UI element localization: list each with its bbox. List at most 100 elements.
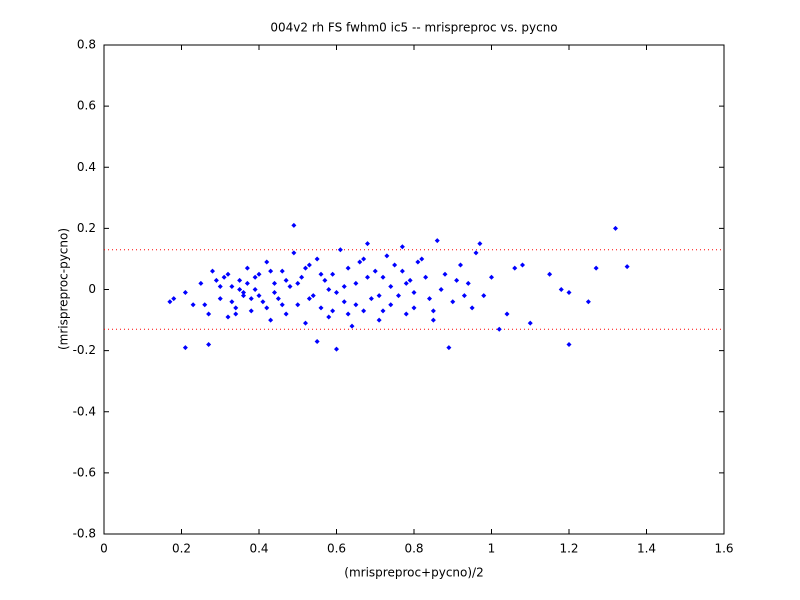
point (388, 302, 394, 308)
point (434, 238, 440, 244)
point (388, 283, 394, 289)
point (217, 296, 223, 302)
point (237, 277, 243, 283)
point (291, 222, 297, 228)
point (244, 265, 250, 271)
point (481, 293, 487, 299)
x-tick-label: 0.8 (404, 542, 423, 556)
point (225, 314, 231, 320)
point (469, 305, 475, 311)
point (353, 280, 359, 286)
point (268, 317, 274, 323)
point (365, 274, 370, 280)
x-tick-label: 0.4 (249, 542, 268, 556)
point (198, 280, 204, 286)
point (206, 311, 212, 317)
point (287, 283, 293, 289)
point (349, 323, 355, 329)
point (477, 241, 483, 247)
point (326, 287, 332, 292)
point (520, 262, 525, 268)
point (593, 265, 599, 271)
x-tick-label: 1.4 (637, 542, 656, 556)
point (357, 259, 363, 265)
point (566, 290, 572, 296)
point (318, 271, 324, 277)
point (430, 317, 436, 323)
point (272, 280, 277, 286)
point (318, 305, 324, 311)
point (403, 280, 409, 286)
point (190, 302, 196, 308)
point (341, 299, 347, 305)
point (527, 320, 533, 326)
point (306, 262, 312, 268)
y-tick-label: -0.6 (73, 465, 96, 479)
point (306, 296, 312, 302)
x-tick-label: 1.2 (559, 542, 578, 556)
point (446, 345, 452, 351)
point (341, 283, 347, 289)
point (442, 271, 448, 277)
point (337, 247, 343, 253)
point (291, 250, 297, 256)
point (295, 280, 301, 286)
point (167, 299, 173, 305)
point (310, 293, 316, 299)
point (264, 259, 270, 265)
point (182, 290, 188, 296)
point (465, 280, 471, 286)
y-tick-label: 0.2 (77, 221, 96, 235)
y-tick-label: -0.8 (73, 527, 96, 541)
point (423, 274, 429, 280)
point (396, 293, 401, 299)
point (314, 256, 320, 262)
x-tick-label: 0.2 (172, 542, 191, 556)
y-tick-label: -0.4 (73, 404, 96, 418)
point (252, 287, 258, 292)
point (427, 296, 432, 302)
point (345, 311, 351, 317)
point (213, 277, 219, 283)
point (399, 268, 405, 274)
point (461, 293, 467, 299)
point (368, 296, 374, 302)
point (182, 345, 188, 351)
point (260, 299, 266, 305)
point (392, 262, 398, 268)
y-tick-label: 0.6 (77, 99, 96, 113)
point (206, 342, 212, 348)
point (217, 283, 223, 289)
point (299, 274, 305, 280)
point (345, 265, 351, 271)
y-axis-label: (mrispreproc-pycno) (57, 228, 71, 350)
point (283, 311, 289, 317)
y-tick-label: 0.4 (77, 160, 96, 174)
point (237, 287, 243, 292)
point (411, 290, 417, 296)
point (407, 277, 413, 283)
point (268, 268, 274, 274)
point (438, 287, 444, 292)
y-tick-label: 0.8 (77, 38, 96, 52)
point (314, 338, 320, 344)
point (411, 305, 417, 311)
point (241, 293, 246, 299)
point (504, 311, 510, 317)
point (454, 277, 460, 283)
x-axis-label: (mrispreproc+pycno)/2 (344, 566, 483, 580)
point (248, 308, 254, 314)
point (361, 256, 367, 262)
y-tick-label: 0 (88, 282, 96, 296)
point (624, 264, 630, 270)
point (334, 346, 339, 352)
point (229, 283, 235, 289)
point (171, 296, 177, 302)
point (229, 299, 235, 305)
point (566, 342, 572, 348)
point (489, 274, 494, 280)
point (252, 274, 258, 280)
point (419, 256, 425, 262)
point (330, 271, 336, 277)
